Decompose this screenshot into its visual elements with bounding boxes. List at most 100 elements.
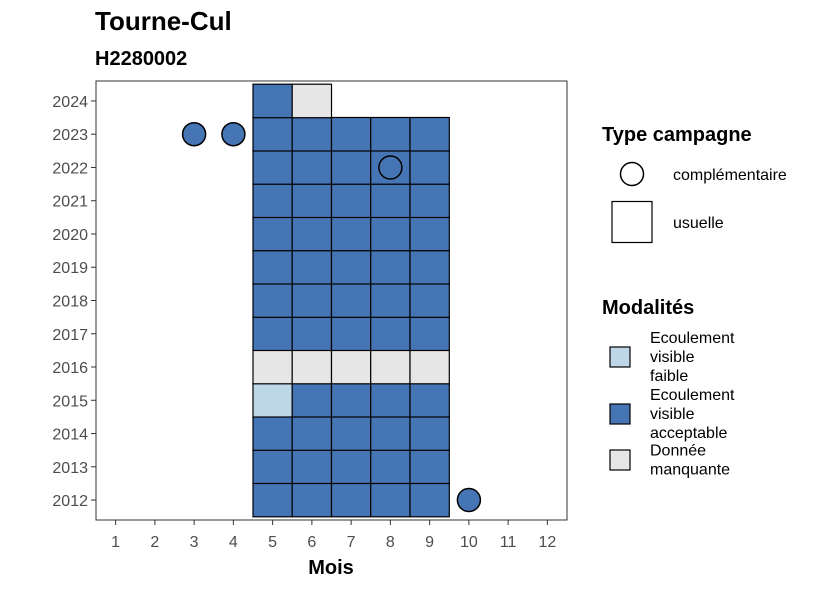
cell-7-2016: [330, 349, 372, 385]
cell-6-2021: [291, 183, 333, 219]
y-tick-label-2015: 2015: [52, 393, 88, 410]
cell-8-2017: [370, 316, 411, 352]
legend-label-acceptable-line-0: Ecoulement: [650, 387, 735, 404]
cell-5-2015: [252, 382, 293, 418]
legend-title-type-campagne: Type campagne: [602, 124, 752, 146]
cell-6-2015: [291, 382, 333, 418]
cell-7-2021: [330, 183, 372, 219]
cell-5-2023: [252, 116, 293, 152]
cell-6-2024: [291, 83, 333, 119]
cell-5-2016: [252, 349, 293, 385]
cell-6-2020: [291, 216, 333, 252]
y-tick-label-2013: 2013: [52, 460, 88, 477]
cell-9-2018: [409, 283, 450, 318]
cell-7-2012: [330, 482, 372, 518]
x-tick-label-2: 2: [150, 534, 159, 551]
legend-key-acceptable: [609, 403, 631, 425]
legend-label-faible-line-0: Ecoulement: [650, 330, 735, 347]
cell-7-2013: [330, 449, 372, 485]
y-tick-label-2017: 2017: [52, 327, 88, 344]
cell-6-2016: [291, 349, 333, 385]
cell-9-2012: [409, 482, 450, 518]
cell-9-2020: [409, 216, 450, 252]
legend-label-usuelle: usuelle: [673, 215, 724, 232]
cell-9-2022: [409, 150, 450, 185]
y-tick-label-2023: 2023: [52, 127, 88, 144]
legend-label-acceptable-line-2: acceptable: [650, 425, 727, 442]
legend-label-acceptable: Ecoulement visible acceptable: [650, 387, 735, 442]
cell-8-2023: [370, 116, 411, 152]
x-tick-label-6: 6: [307, 534, 316, 551]
cell-9-2014: [409, 416, 450, 451]
point-4-2023: [221, 121, 246, 147]
cell-9-2021: [409, 183, 450, 219]
cell-9-2023: [409, 116, 450, 152]
x-tick-label-5: 5: [268, 534, 277, 551]
cell-5-2019: [252, 249, 293, 285]
cell-5-2013: [252, 449, 293, 485]
legend-label-manquante: Donnée manquante: [650, 443, 730, 479]
y-tick-label-2024: 2024: [52, 94, 88, 111]
legend-label-manquante-line-1: manquante: [650, 462, 730, 479]
cell-7-2017: [330, 316, 372, 352]
cell-6-2012: [291, 482, 333, 518]
legend-key-manquante: [609, 449, 631, 471]
cell-8-2018: [370, 283, 411, 318]
y-tick-label-2012: 2012: [52, 493, 88, 510]
cell-9-2013: [409, 449, 450, 485]
cell-8-2014: [370, 416, 411, 451]
cell-7-2014: [330, 416, 372, 451]
x-tick-label-9: 9: [425, 534, 434, 551]
cell-5-2021: [252, 183, 293, 219]
cell-7-2019: [330, 249, 372, 285]
y-tick-label-2018: 2018: [52, 294, 88, 311]
chart-subtitle: H2280002: [95, 48, 187, 70]
cell-5-2012: [252, 482, 293, 518]
cell-5-2018: [252, 283, 293, 318]
cell-8-2012: [370, 482, 411, 518]
point-8-2022: [378, 155, 403, 180]
legend-label-faible: Ecoulement visible faible: [650, 330, 735, 385]
cell-7-2018: [330, 283, 372, 318]
cell-8-2019: [370, 249, 411, 285]
x-tick-label-4: 4: [229, 534, 238, 551]
x-tick-label-12: 12: [538, 534, 556, 551]
cell-8-2020: [370, 216, 411, 252]
cell-5-2022: [252, 150, 293, 185]
legend-label-acceptable-line-1: visible: [650, 406, 695, 423]
cell-5-2014: [252, 416, 293, 451]
x-tick-label-7: 7: [347, 534, 356, 551]
x-tick-label-10: 10: [460, 534, 478, 551]
legend-title-modalites: Modalités: [602, 297, 694, 319]
cell-8-2015: [370, 382, 411, 418]
legend-label-complementaire: complémentaire: [673, 167, 787, 184]
y-tick-label-2019: 2019: [52, 260, 88, 277]
y-tick-label-2021: 2021: [52, 194, 88, 211]
point-10-2012: [456, 487, 482, 513]
legend: Type campagne complémentaire usuelle Modali…: [602, 124, 787, 479]
cell-7-2020: [330, 216, 372, 252]
point-3-2023: [181, 121, 207, 147]
cell-9-2019: [409, 249, 450, 285]
cell-8-2016: [370, 349, 411, 385]
cell-5-2020: [252, 216, 293, 252]
y-tick-label-2016: 2016: [52, 360, 88, 377]
y-axis: 2012 2013 2014 2015 2016 2017 2018 2019 2020 2021…: [52, 94, 96, 510]
cell-6-2022: [291, 150, 333, 185]
x-axis-title: Mois: [308, 557, 354, 579]
cell-7-2023: [330, 116, 372, 152]
cell-9-2015: [409, 382, 450, 418]
cell-9-2017: [409, 316, 450, 352]
x-tick-label-11: 11: [500, 534, 517, 551]
legend-label-manquante-line-0: Donnée: [650, 443, 706, 460]
cell-6-2019: [291, 249, 333, 285]
cell-8-2013: [370, 449, 411, 485]
cell-6-2014: [291, 416, 333, 451]
x-tick-label-8: 8: [386, 534, 395, 551]
x-tick-label-1: 1: [111, 534, 120, 551]
cell-8-2021: [370, 183, 411, 219]
legend-key-usuelle: [611, 200, 653, 244]
cell-6-2013: [291, 449, 333, 485]
cell-5-2024: [252, 83, 293, 119]
